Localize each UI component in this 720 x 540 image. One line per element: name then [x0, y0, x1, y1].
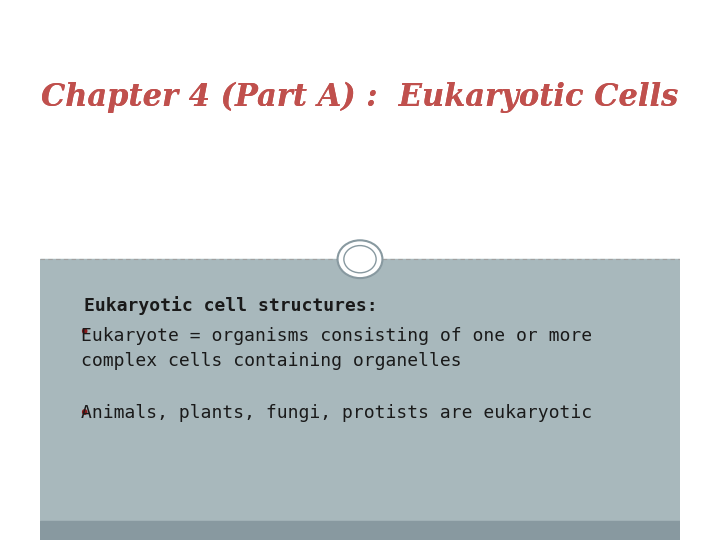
Bar	[40, 259, 680, 521]
Circle shape	[338, 240, 382, 278]
Text: •: •	[78, 403, 89, 423]
Bar	[40, 521, 680, 540]
Bar	[40, 0, 680, 259]
Text: Chapter 4 (Part A) :  Eukaryotic Cells: Chapter 4 (Part A) : Eukaryotic Cells	[41, 82, 679, 113]
Text: Animals, plants, fungi, protists are eukaryotic: Animals, plants, fungi, protists are euk…	[81, 404, 593, 422]
Text: Eukaryotic cell structures:: Eukaryotic cell structures:	[84, 295, 378, 315]
Text: •: •	[78, 322, 89, 342]
Text: Eukaryote = organisms consisting of one or more
complex cells containing organel: Eukaryote = organisms consisting of one …	[81, 327, 593, 370]
Circle shape	[344, 246, 376, 273]
Text: Chapter 4 (Part A) :  Eukaryotic Cells: Chapter 4 (Part A) : Eukaryotic Cells	[41, 82, 679, 113]
